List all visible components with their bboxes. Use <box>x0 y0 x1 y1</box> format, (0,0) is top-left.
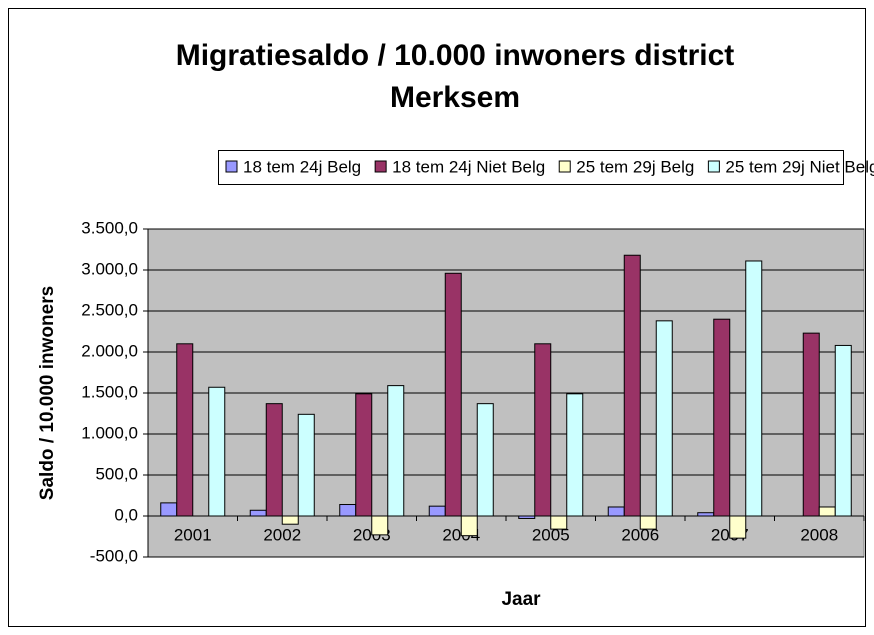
bar <box>745 260 763 517</box>
legend-swatch <box>707 160 720 173</box>
y-tick-label: 500,0 <box>95 464 138 483</box>
legend-swatch <box>225 160 238 173</box>
legend-label: 18 tem 24j Niet Belg <box>392 157 545 176</box>
bar <box>428 505 446 517</box>
bar <box>550 515 568 530</box>
x-tick-label: 2001 <box>174 525 212 544</box>
bar <box>460 515 478 537</box>
y-tick-label: 0,0 <box>114 505 138 524</box>
bar <box>444 272 462 517</box>
bar <box>607 506 625 517</box>
legend-swatch <box>558 160 571 173</box>
bar <box>249 509 267 517</box>
x-tick-label: 2002 <box>263 525 301 544</box>
legend-box <box>218 150 844 185</box>
bar <box>566 393 584 517</box>
bar <box>339 504 357 517</box>
bar <box>655 320 673 517</box>
y-tick-label: 2.500,0 <box>81 300 138 319</box>
bar <box>476 403 494 517</box>
legend-label: 25 tem 29j Niet Belg <box>725 157 874 176</box>
legend-label: 18 tem 24j Belg <box>243 157 361 176</box>
y-tick-label: 3.500,0 <box>81 218 138 237</box>
y-tick-label: -500,0 <box>90 546 138 565</box>
chart-title: Migratiesaldo / 10.000 inwoners district <box>176 39 735 72</box>
bar <box>387 385 405 517</box>
bar <box>176 343 194 517</box>
legend-label: 25 tem 29j Belg <box>576 157 694 176</box>
bar <box>639 515 657 530</box>
chart-title: Merksem <box>390 81 520 114</box>
bar <box>713 318 731 517</box>
bar <box>281 515 299 525</box>
y-axis-label: Saldo / 10.000 inwoners <box>37 286 58 500</box>
bar <box>160 502 178 517</box>
x-tick-label: 2005 <box>532 525 570 544</box>
x-tick-label: 2008 <box>800 525 838 544</box>
y-tick-label: 1.500,0 <box>81 382 138 401</box>
y-tick-label: 3.000,0 <box>81 259 138 278</box>
bar <box>697 512 715 517</box>
bar <box>834 344 852 517</box>
bar <box>802 332 820 517</box>
bar <box>265 403 283 517</box>
y-tick-label: 1.000,0 <box>81 423 138 442</box>
y-tick-label: 2.000,0 <box>81 341 138 360</box>
bar <box>355 393 373 517</box>
bar <box>518 515 536 519</box>
bar <box>371 515 389 536</box>
bar <box>208 386 226 517</box>
bar <box>729 515 747 539</box>
bar <box>623 254 641 517</box>
x-tick-label: 2006 <box>621 525 659 544</box>
bar <box>818 506 836 517</box>
bar <box>297 413 315 517</box>
bar <box>534 343 552 517</box>
legend-swatch <box>374 160 387 173</box>
x-axis-label: Jaar <box>501 589 541 610</box>
